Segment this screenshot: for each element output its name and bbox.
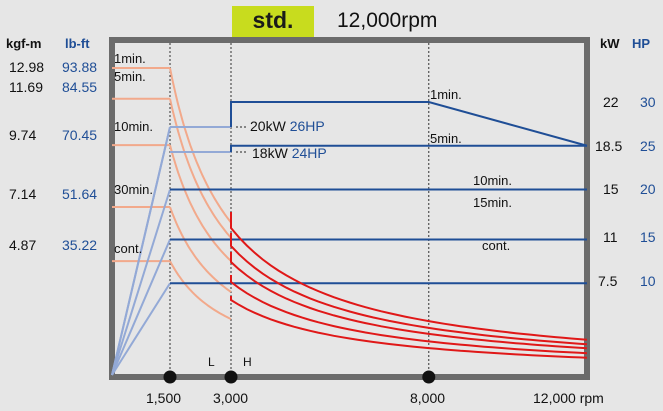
left-tick-kgfm-3: 7.14 [9,186,36,202]
torque-curve-L-3 [169,206,232,293]
left-tick-lbft-2: 70.45 [62,127,97,143]
right-unit-hp: HP [632,36,650,51]
std-badge: std. [232,6,314,37]
x-tick-label-1: 3,000 [213,390,248,406]
right-tick-hp-3: 15 [640,229,656,245]
torque-curve-L-1 [169,98,232,239]
left-tick-lbft-0: 93.88 [62,59,97,75]
power-label-4: cont. [482,238,510,253]
power-label-2: 10min. [473,173,512,188]
torque-curve-H-1 [230,233,588,346]
marker-H: H [243,355,252,369]
power-rise-L-4 [111,282,171,376]
right-unit-kw: kW [600,36,620,51]
torque-curve-H-0 [230,212,588,341]
right-tick-hp-2: 20 [640,181,656,197]
left-tick-lbft-4: 35.22 [62,237,97,253]
annotation-kw-1: 18kW 24HP [252,145,327,161]
chart-title: 12,000rpm [337,9,438,32]
torque-curve-L-4 [169,260,232,320]
torque-curve-H-2 [230,252,588,350]
right-tick-kw-1: 18.5 [595,138,622,154]
torque-label-4: cont. [114,241,142,256]
right-tick-hp-4: 10 [640,273,656,289]
right-tick-kw-4: 7.5 [598,273,618,289]
annotation-kw-0: 20kW 26HP [250,118,325,134]
right-tick-hp-0: 30 [640,94,656,110]
annotation-hp-1: 24HP [292,145,327,161]
power-rise-L-2 [111,189,171,376]
power-line-5min [230,144,587,152]
power-rise-L-3 [111,239,171,376]
right-tick-kw-2: 15 [603,181,619,197]
right-tick-kw-3: 11 [603,229,618,245]
torque-curve-H-3 [230,275,588,355]
left-tick-lbft-3: 51.64 [62,186,97,202]
left-tick-lbft-1: 84.55 [62,79,97,95]
plot-frame [109,37,590,380]
x-tick-label-2: 8,000 [410,390,445,406]
torque-curve-L-0 [169,67,232,224]
torque-curve-L-2 [169,144,232,262]
left-tick-kgfm-2: 9.74 [9,127,36,143]
power-label-1: 5min. [430,131,462,146]
torque-label-3: 30min. [114,182,153,197]
marker-L: L [208,355,215,369]
right-tick-hp-1: 25 [640,138,656,154]
power-line-1min [230,101,588,147]
left-unit-lbft: lb-ft [65,36,90,51]
x-tick-label-0: 1,500 [146,390,181,406]
x-dot-8000 [422,370,436,384]
torque-label-0: 1min. [114,51,146,66]
power-label-3: 15min. [473,195,512,210]
left-tick-kgfm-4: 4.87 [9,237,36,253]
x-tick-label-3: 12,000 rpm [533,390,604,406]
right-tick-kw-0: 22 [603,94,619,110]
torque-curve-H-4 [230,296,588,359]
x-dot-3000 [224,370,238,384]
torque-label-2: 10min. [114,119,153,134]
badge-label: std. [252,7,294,33]
x-dot-1500 [163,370,177,384]
power-rise-L-1 [111,126,171,376]
power-label-0: 1min. [430,87,462,102]
torque-label-1: 5min. [114,69,146,84]
left-tick-kgfm-1: 11.69 [9,79,43,95]
left-tick-kgfm-0: 12.98 [9,59,44,75]
left-unit-kgfm: kgf-m [6,36,41,51]
annotation-hp-0: 26HP [290,118,325,134]
